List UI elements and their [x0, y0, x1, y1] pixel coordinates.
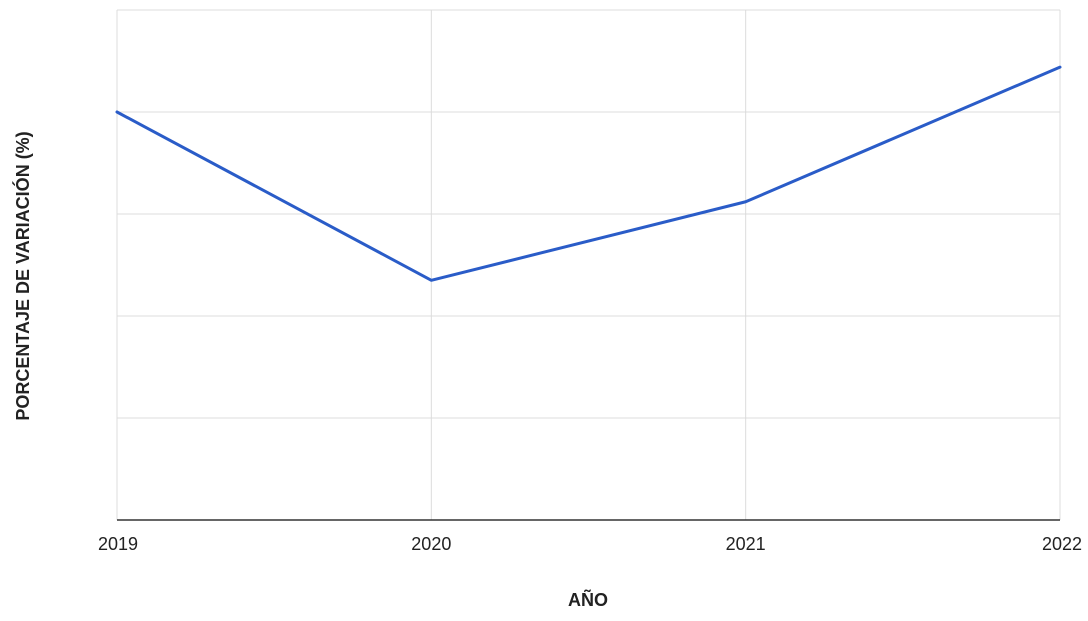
x-axis-title: AÑO — [568, 589, 608, 610]
grid-layer — [116, 9, 1061, 521]
label-layer: 2019 2020 2021 2022 — [98, 534, 1082, 554]
y-axis-title: PORCENTAJE DE VARIACIÓN (%) — [12, 131, 33, 420]
series-line — [115, 65, 1062, 282]
x-tick-label: 2019 — [98, 534, 138, 554]
x-tick-label: 2022 — [1042, 534, 1082, 554]
x-tick-label: 2020 — [411, 534, 451, 554]
x-tick-label: 2021 — [726, 534, 766, 554]
series-layer — [115, 65, 1062, 282]
